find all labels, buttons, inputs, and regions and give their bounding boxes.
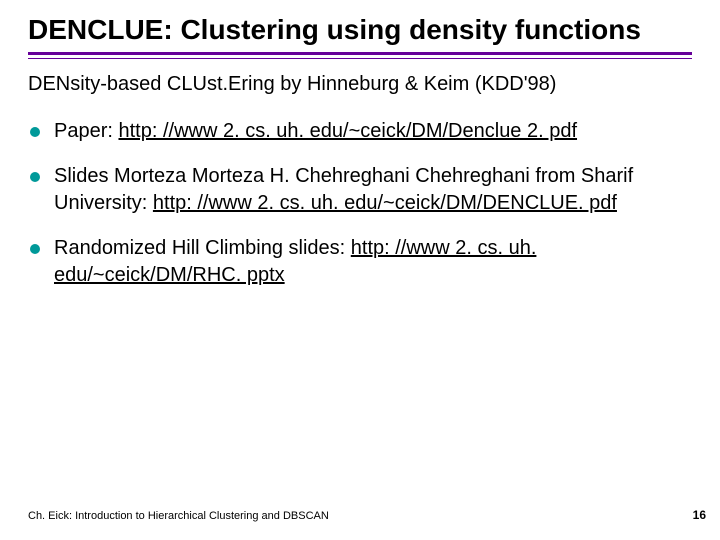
- page-number: 16: [693, 508, 706, 522]
- subtitle: DENsity-based CLUst.Ering by Hinneburg &…: [28, 73, 692, 96]
- slide-title: DENCLUE: Clustering using density functi…: [28, 14, 692, 52]
- list-item: Randomized Hill Climbing slides: http: /…: [28, 235, 692, 289]
- rule-thick: [28, 52, 692, 55]
- bullet-icon: [30, 172, 40, 182]
- list-item: Slides Morteza Morteza H. Chehreghani Ch…: [28, 163, 692, 217]
- bullet-prefix: Randomized Hill Climbing slides:: [54, 237, 351, 259]
- list-item: Paper: http: //www 2. cs. uh. edu/~ceick…: [28, 118, 692, 145]
- bullet-link[interactable]: http: //www 2. cs. uh. edu/~ceick/DM/DEN…: [153, 192, 617, 214]
- footer-text: Ch. Eick: Introduction to Hierarchical C…: [28, 510, 329, 522]
- bullet-icon: [30, 244, 40, 254]
- bullet-list: Paper: http: //www 2. cs. uh. edu/~ceick…: [28, 118, 692, 289]
- bullet-link[interactable]: http: //www 2. cs. uh. edu/~ceick/DM/Den…: [118, 120, 577, 142]
- rule-thin: [28, 58, 692, 59]
- bullet-prefix: Paper:: [54, 120, 118, 142]
- slide-container: DENCLUE: Clustering using density functi…: [0, 0, 720, 540]
- bullet-icon: [30, 127, 40, 137]
- title-underline: [0, 52, 720, 59]
